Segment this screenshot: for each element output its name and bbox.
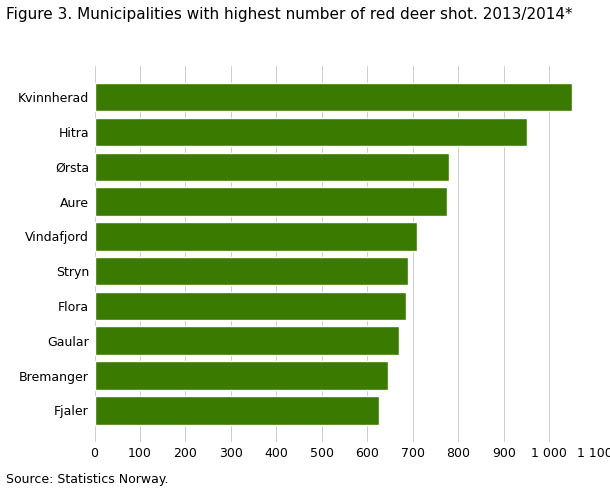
Bar: [95, 257, 408, 285]
Bar: [95, 153, 449, 181]
Text: Source: Statistics Norway.: Source: Statistics Norway.: [6, 472, 168, 486]
Bar: [95, 396, 379, 425]
Bar: [95, 187, 447, 216]
Bar: [95, 292, 406, 320]
Bar: [95, 326, 399, 355]
Bar: [95, 118, 526, 146]
Bar: [95, 222, 417, 251]
Bar: [95, 361, 388, 390]
Text: Figure 3. Municipalities with highest number of red deer shot. 2013/2014*: Figure 3. Municipalities with highest nu…: [6, 7, 573, 22]
Bar: [95, 83, 572, 111]
